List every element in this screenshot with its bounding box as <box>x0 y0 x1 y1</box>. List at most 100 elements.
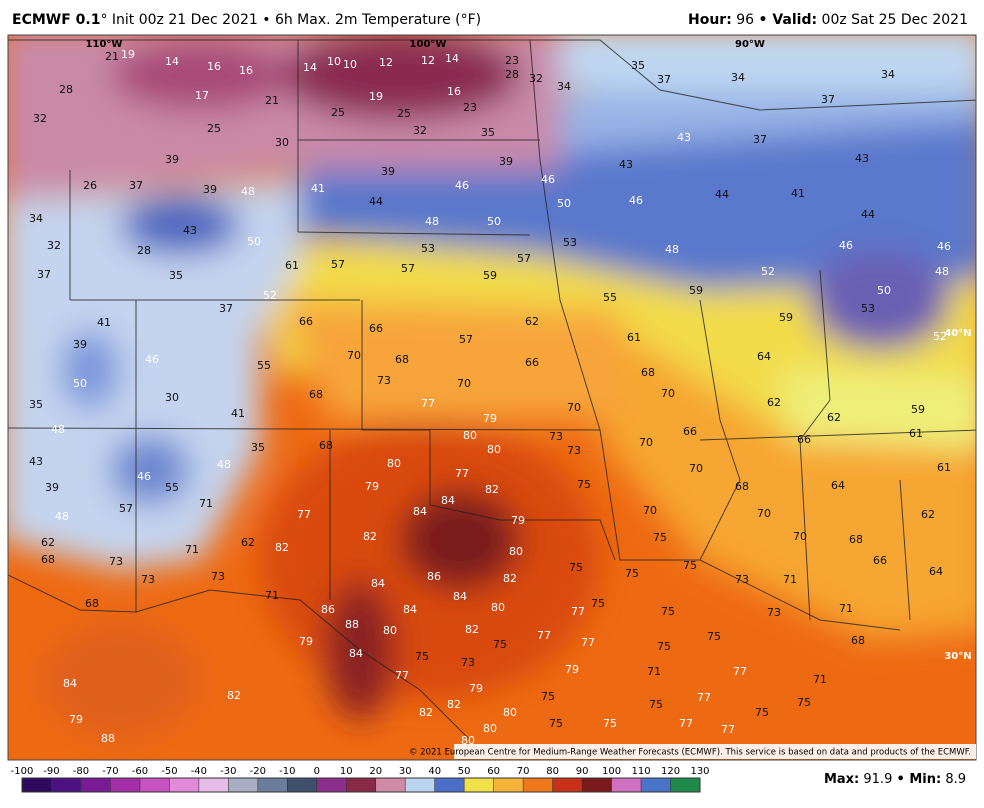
station-value: 23 <box>505 54 519 67</box>
station-value: 50 <box>73 377 87 390</box>
station-value: 62 <box>921 508 935 521</box>
station-value: 19 <box>369 90 383 103</box>
station-value: 84 <box>371 577 385 590</box>
station-value: 34 <box>881 68 895 81</box>
station-value: 68 <box>309 388 323 401</box>
station-value: 77 <box>697 691 711 704</box>
station-value: 84 <box>441 494 455 507</box>
station-value: 86 <box>321 603 335 616</box>
station-value: 30 <box>275 136 289 149</box>
colorbar-tick-label: -80 <box>73 766 89 777</box>
station-value: 48 <box>51 423 65 436</box>
colorbar-tick-label: 30 <box>399 766 412 777</box>
station-value: 46 <box>541 173 555 186</box>
valid: 00z Sat 25 Dec 2021 <box>821 12 968 28</box>
station-value: 75 <box>625 567 639 580</box>
station-value: 82 <box>363 530 377 543</box>
station-value: 73 <box>567 444 581 457</box>
station-value: 41 <box>231 407 245 420</box>
station-value: 84 <box>349 647 363 660</box>
colorbar-tick-label: -30 <box>220 766 236 777</box>
station-value: 73 <box>461 656 475 669</box>
colorbar-segment <box>228 778 258 792</box>
colorbar-tick-label: -50 <box>161 766 177 777</box>
colorbar-tick-label: 90 <box>576 766 589 777</box>
station-value: 68 <box>395 353 409 366</box>
station-value: 70 <box>689 462 703 475</box>
station-value: 48 <box>665 243 679 256</box>
station-value: 80 <box>503 706 517 719</box>
station-value: 32 <box>413 124 427 137</box>
station-value: 59 <box>689 284 703 297</box>
station-value: 46 <box>937 240 951 253</box>
station-value: 68 <box>641 366 655 379</box>
station-value: 53 <box>421 242 435 255</box>
station-value: 70 <box>793 530 807 543</box>
station-value: 75 <box>603 717 617 730</box>
station-value: 88 <box>101 732 115 745</box>
station-value: 66 <box>873 554 887 567</box>
station-value: 73 <box>109 555 123 568</box>
station-value: 57 <box>517 252 531 265</box>
station-value: 28 <box>505 68 519 81</box>
station-value: 39 <box>499 155 513 168</box>
max-label: Max: <box>823 772 860 787</box>
station-value: 59 <box>483 269 497 282</box>
station-value: 70 <box>757 507 771 520</box>
station-value: 68 <box>85 597 99 610</box>
station-value: 71 <box>199 497 213 510</box>
station-value: 21 <box>265 94 279 107</box>
station-value: 82 <box>447 698 461 711</box>
colorbar-segment <box>257 778 288 792</box>
station-value: 79 <box>69 713 83 726</box>
station-value: 37 <box>753 133 767 146</box>
colorbar-segment <box>287 778 317 792</box>
station-value: 73 <box>735 573 749 586</box>
station-value: 44 <box>861 208 875 221</box>
station-value: 10 <box>343 58 357 71</box>
station-value: 75 <box>591 597 605 610</box>
station-value: 34 <box>29 212 43 225</box>
station-value: 75 <box>657 640 671 653</box>
station-value: 70 <box>661 387 675 400</box>
station-value: 75 <box>549 717 563 730</box>
colorbar-tick-label: 20 <box>369 766 382 777</box>
longitude-label: 110°W <box>86 39 123 50</box>
colorbar-segment <box>110 778 140 792</box>
colorbar-segment <box>464 778 494 792</box>
station-value: 71 <box>813 673 827 686</box>
colorbar-segment <box>523 778 553 792</box>
station-value: 41 <box>311 182 325 195</box>
station-value: 25 <box>331 106 345 119</box>
station-value: 71 <box>185 543 199 556</box>
station-value: 68 <box>319 439 333 452</box>
station-value: 73 <box>211 570 225 583</box>
station-value: 39 <box>73 338 87 351</box>
station-value: 55 <box>165 481 179 494</box>
station-value: 46 <box>145 353 159 366</box>
station-value: 84 <box>413 505 427 518</box>
colorbar-tick-label: -40 <box>191 766 207 777</box>
station-value: 57 <box>459 333 473 346</box>
station-value: 30 <box>165 391 179 404</box>
station-value: 77 <box>679 717 693 730</box>
station-value: 84 <box>403 603 417 616</box>
title: ECMWF 0.1 <box>12 12 101 28</box>
station-value: 62 <box>827 411 841 424</box>
station-value: 44 <box>715 188 729 201</box>
station-value: 50 <box>557 197 571 210</box>
station-value: 77 <box>395 669 409 682</box>
station-value: 57 <box>331 258 345 271</box>
station-value: 37 <box>657 73 671 86</box>
station-value: 70 <box>639 436 653 449</box>
station-value: 80 <box>463 429 477 442</box>
station-value: 39 <box>45 481 59 494</box>
station-value: 66 <box>797 433 811 446</box>
station-value: 80 <box>387 457 401 470</box>
station-value: 79 <box>483 412 497 425</box>
station-value: 28 <box>137 244 151 257</box>
station-value: 26 <box>83 179 97 192</box>
colorbar-tick-label: 80 <box>546 766 559 777</box>
station-value: 28 <box>59 83 73 96</box>
colorbar-tick-label: -100 <box>11 766 34 777</box>
